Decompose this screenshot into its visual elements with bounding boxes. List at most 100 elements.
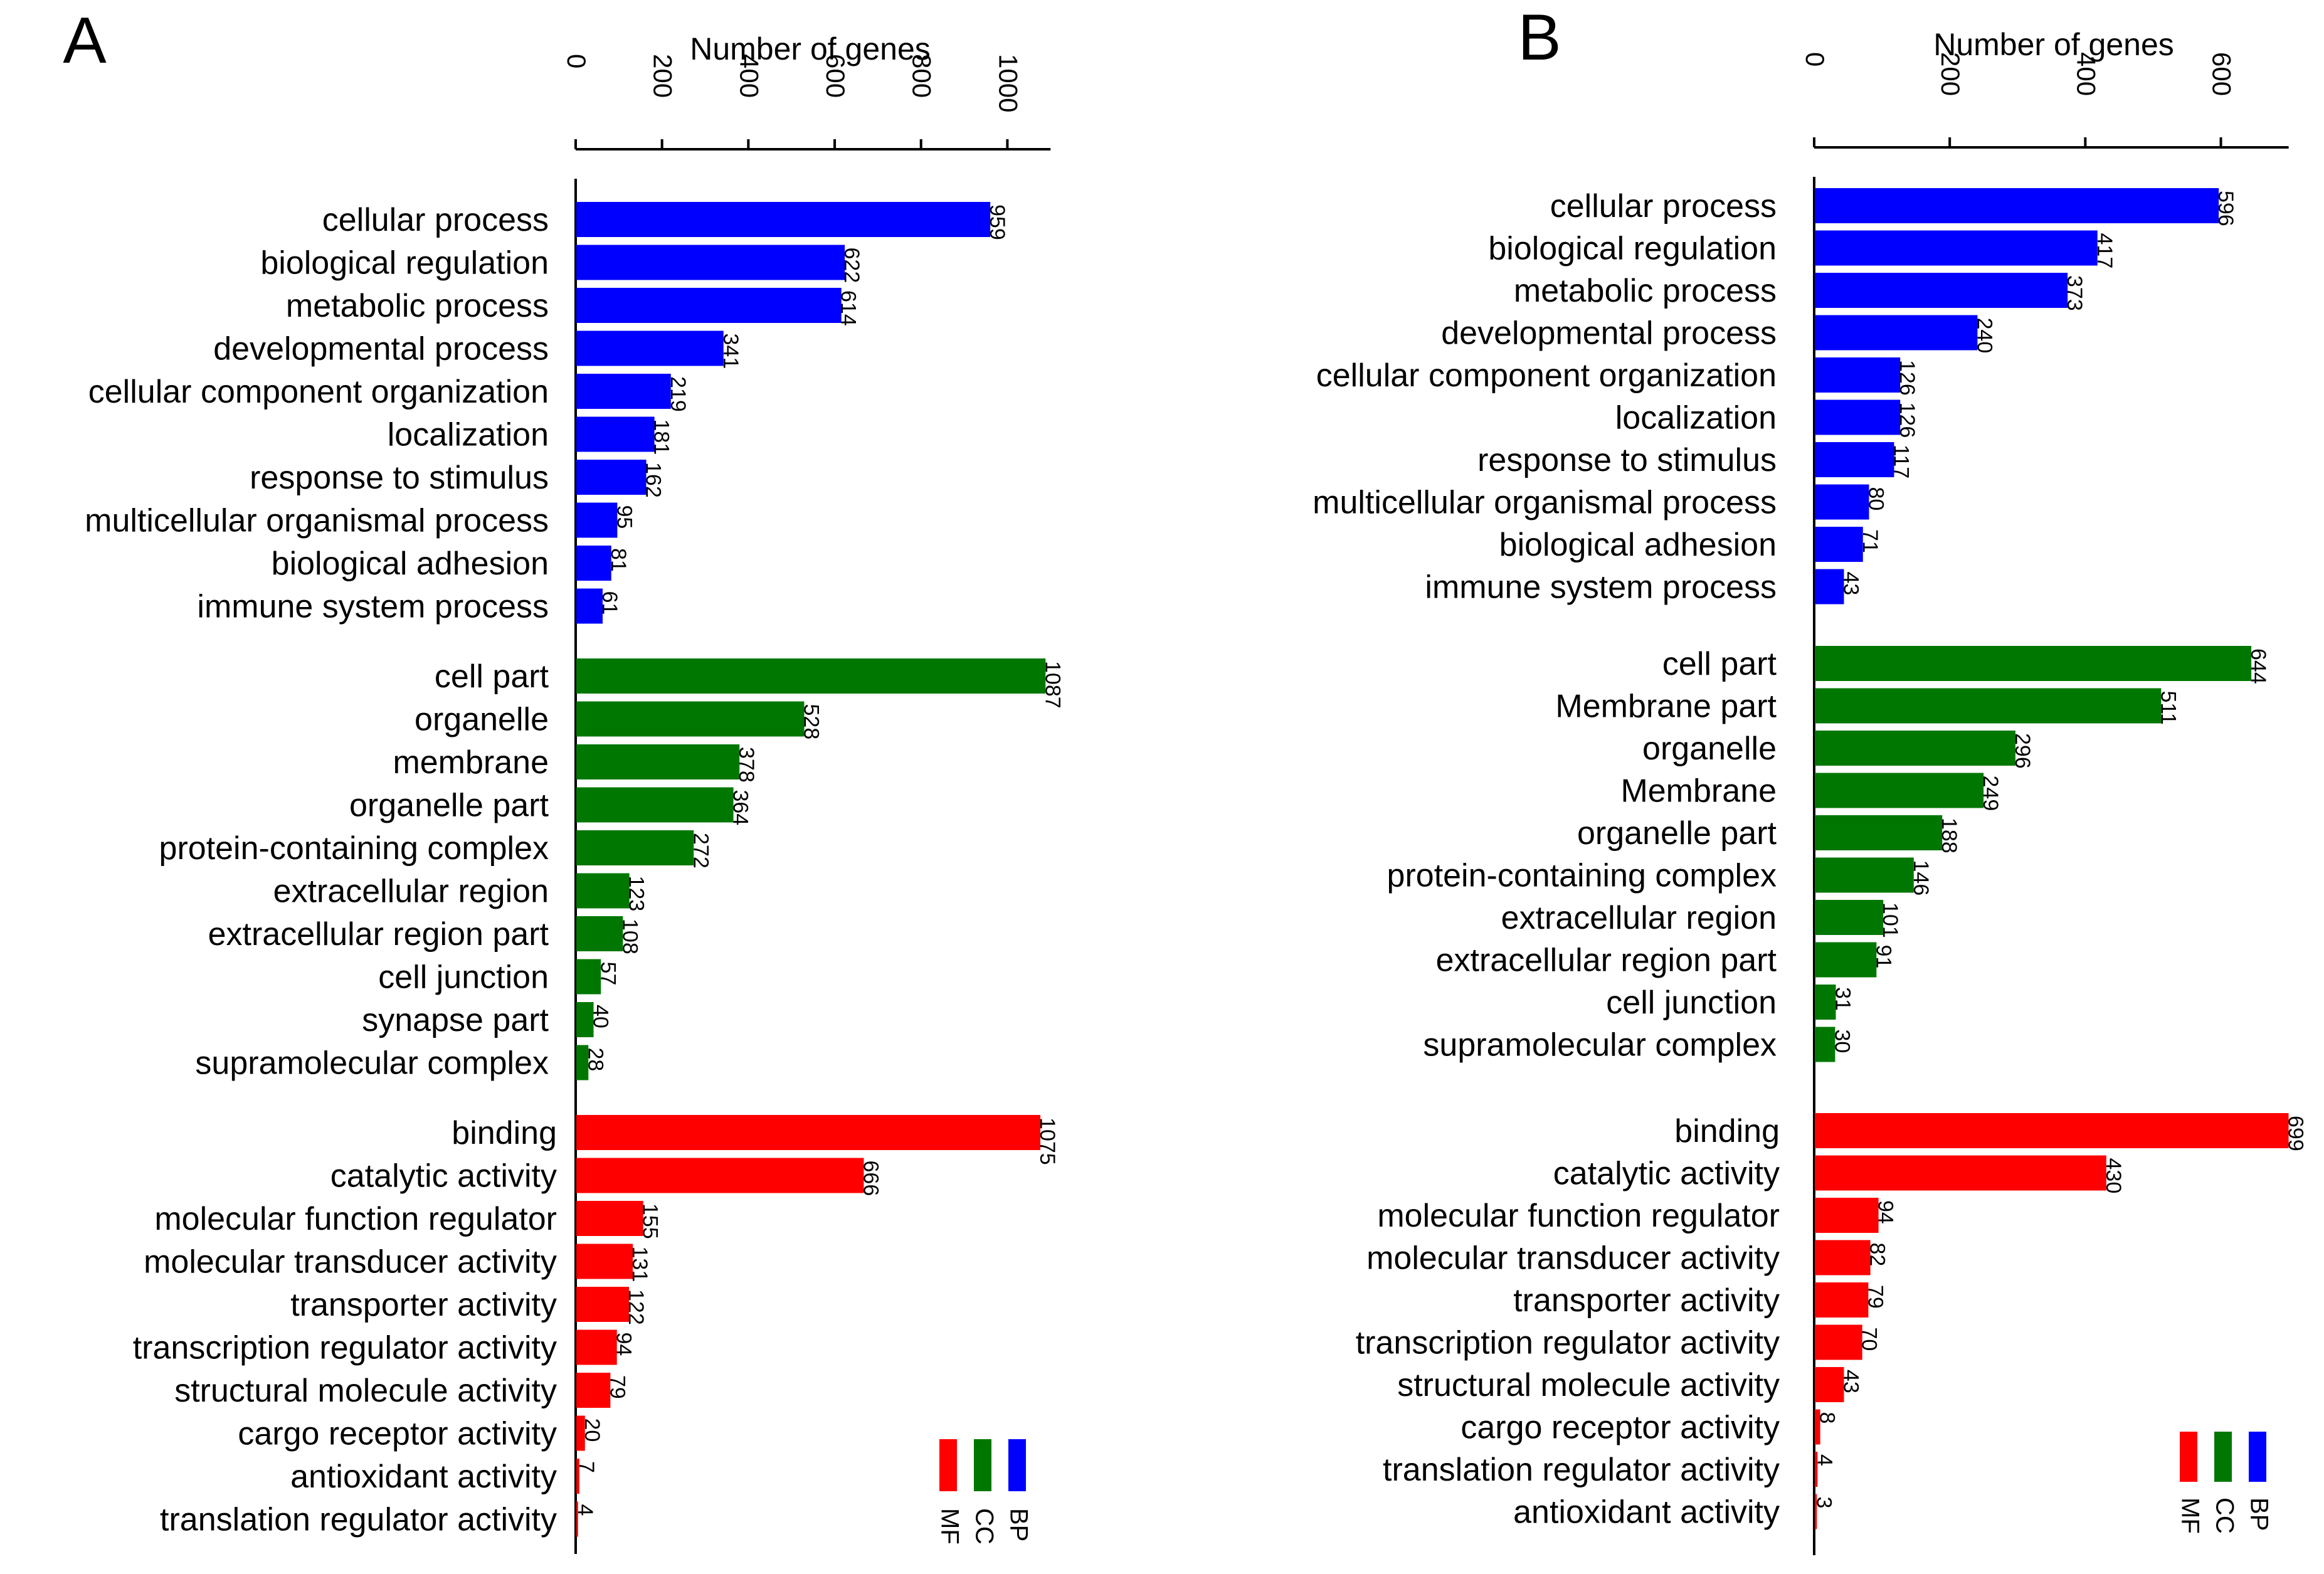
legend-swatch [2249, 1432, 2266, 1482]
bar [576, 588, 603, 624]
category-label: antioxidant activity [1513, 1494, 1780, 1531]
value-label: 378 [734, 747, 758, 783]
bar [1815, 569, 1844, 605]
x-tick-label: 400 [2071, 52, 2101, 96]
x-axis-title: Number of genes [690, 31, 931, 66]
bar [576, 374, 671, 409]
category-label: structural molecule activity [1397, 1367, 1780, 1403]
x-tick-label: 600 [2207, 52, 2236, 96]
legend-swatch [974, 1439, 991, 1491]
category-label: structural molecule activity [174, 1373, 557, 1409]
value-label: 71 [1858, 529, 1882, 553]
x-axis-title: Number of genes [1933, 27, 2174, 62]
legend-label: MF [936, 1508, 963, 1545]
category-label: organelle part [1577, 815, 1777, 852]
value-label: 82 [1866, 1243, 1889, 1267]
category-label: cellular component organization [1316, 357, 1777, 394]
value-label: 1075 [1035, 1117, 1059, 1165]
category-label: biological adhesion [1499, 527, 1777, 563]
bar [576, 502, 618, 538]
category-label: extracellular region [273, 874, 549, 910]
value-label: 94 [612, 1333, 636, 1356]
category-label: metabolic process [286, 288, 549, 324]
value-label: 155 [638, 1203, 662, 1239]
value-label: 373 [2063, 275, 2086, 311]
category-label: antioxidant activity [290, 1459, 557, 1495]
value-label: 57 [596, 962, 620, 986]
category-label: molecular function regulator [1377, 1198, 1780, 1234]
legend-swatch [939, 1439, 957, 1491]
category-label: protein-containing complex [159, 830, 549, 867]
value-label: 31 [1831, 987, 1855, 1011]
bar [1815, 646, 2252, 681]
bar [576, 744, 740, 779]
value-label: 30 [1830, 1030, 1854, 1054]
value-label: 81 [606, 548, 630, 572]
panel-b: B Number of genes 0 200 400 600 cellular proce… [1313, 1, 2308, 1555]
bar [1815, 273, 2068, 308]
category-label: cell part [435, 658, 549, 695]
value-label: 108 [618, 919, 642, 954]
bar [576, 701, 805, 737]
bar [1815, 1367, 1844, 1402]
value-label: 162 [642, 462, 665, 498]
bar [1815, 315, 1978, 351]
category-label: biological adhesion [272, 546, 549, 582]
category-label: response to stimulus [250, 460, 549, 496]
value-label: 417 [2093, 233, 2116, 269]
value-label: 117 [1889, 445, 1913, 478]
bar [1815, 1324, 1862, 1360]
value-label: 79 [605, 1375, 629, 1399]
value-label: 8 [1815, 1412, 1839, 1424]
bar [576, 1501, 578, 1537]
bar [1815, 857, 1914, 893]
bar [1815, 942, 1877, 978]
bar [576, 1002, 594, 1037]
bar [576, 787, 734, 823]
bar [1815, 1155, 2106, 1191]
category-label: cell junction [378, 959, 549, 996]
bar [1815, 1240, 1871, 1276]
bar [1815, 527, 1863, 562]
value-label: 249 [1978, 776, 2002, 811]
category-label: extracellular region part [208, 916, 549, 953]
value-label: 43 [1839, 572, 1862, 596]
category-label: membrane [393, 744, 549, 781]
value-label: 126 [1895, 403, 1919, 438]
category-label: organelle part [349, 788, 549, 824]
bar [576, 1459, 579, 1494]
value-label: 4 [573, 1504, 597, 1516]
value-label: 272 [689, 833, 712, 869]
value-label: 70 [1857, 1328, 1881, 1351]
bar [1815, 188, 2219, 223]
bar [1815, 1452, 1818, 1487]
bar [576, 1045, 589, 1080]
category-label: multicellular organismal process [85, 503, 549, 539]
value-label: 364 [729, 790, 753, 826]
category-label: localization [388, 417, 549, 453]
value-label: 219 [666, 376, 690, 412]
category-label: catalytic activity [1553, 1156, 1780, 1192]
value-label: 644 [2246, 648, 2270, 684]
bar [1815, 1198, 1879, 1233]
category-label: multicellular organismal process [1313, 485, 1777, 521]
category-label: Membrane part [1555, 689, 1777, 725]
value-label: 666 [858, 1161, 882, 1196]
bar [1815, 442, 1894, 477]
x-tick-label: 200 [648, 54, 678, 98]
value-label: 614 [837, 290, 860, 326]
bar [576, 1329, 617, 1365]
category-label: translation regulator activity [1383, 1452, 1780, 1488]
category-label: cellular component organization [88, 374, 549, 410]
bar [1815, 985, 1836, 1020]
bar [1815, 815, 1943, 850]
value-label: 28 [583, 1048, 607, 1072]
bar [1815, 484, 1869, 520]
category-label: response to stimulus [1477, 442, 1777, 478]
category-label: Membrane [1620, 773, 1777, 810]
category-label: cell junction [1606, 985, 1777, 1021]
legend-swatch [2214, 1432, 2232, 1482]
category-label: biological regulation [260, 245, 549, 282]
category-label: organelle [1642, 731, 1777, 767]
